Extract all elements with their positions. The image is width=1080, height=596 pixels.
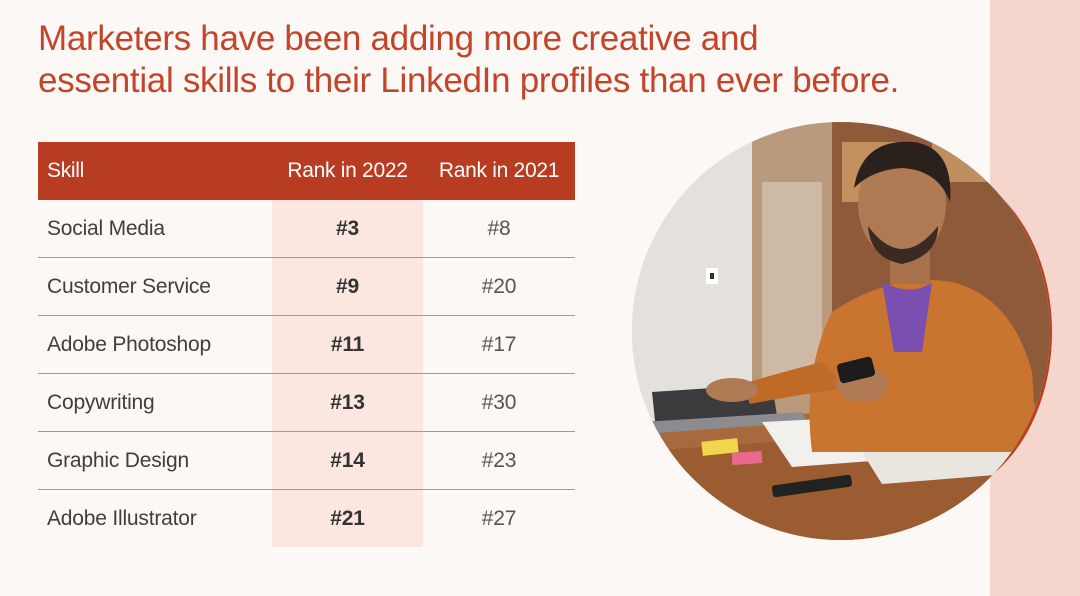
rank-2021: #17 — [423, 315, 575, 374]
skill-name: Customer Service — [38, 257, 272, 316]
table-header-row: Skill Rank in 2022 Rank in 2021 — [38, 142, 575, 200]
headline-line-2: essential skills to their LinkedIn profi… — [38, 61, 900, 100]
table-row: Adobe Illustrator #21 #27 — [38, 489, 575, 547]
skill-name: Graphic Design — [38, 431, 272, 490]
person-photo-illustration — [632, 122, 1050, 540]
rank-2022: #11 — [272, 315, 423, 374]
page-headline: Marketers have been adding more creative… — [38, 18, 938, 102]
header-skill: Skill — [38, 142, 272, 200]
table-row: Customer Service #9 #20 — [38, 257, 575, 316]
header-rank-2021: Rank in 2021 — [423, 142, 575, 200]
skill-name: Adobe Photoshop — [38, 315, 272, 374]
table-row: Social Media #3 #8 — [38, 200, 575, 258]
rank-2021: #8 — [423, 200, 575, 258]
rank-2022: #21 — [272, 489, 423, 547]
rank-2022: #3 — [272, 200, 423, 258]
rank-2022: #13 — [272, 373, 423, 432]
rank-2021: #27 — [481, 506, 517, 530]
skill-name: Social Media — [38, 200, 272, 258]
header-rank-2022: Rank in 2022 — [272, 142, 423, 200]
rank-2021: #30 — [423, 373, 575, 432]
skill-name: Copywriting — [38, 373, 272, 432]
photo-area — [632, 122, 1052, 542]
skills-ranking-table: Skill Rank in 2022 Rank in 2021 Social M… — [38, 142, 575, 547]
table-row: Copywriting #13 #30 — [38, 373, 575, 432]
rank-2022: #14 — [272, 431, 423, 490]
headline-line-1: Marketers have been adding more creative… — [38, 19, 759, 58]
table-row: Graphic Design #14 #23 — [38, 431, 575, 490]
table-row: Adobe Photoshop #11 #17 — [38, 315, 575, 374]
rank-2021: #23 — [423, 431, 575, 490]
rank-2022: #9 — [272, 257, 423, 316]
skill-name: Adobe Illustrator — [47, 506, 197, 530]
person-photo — [632, 122, 1050, 540]
rank-2021: #20 — [423, 257, 575, 316]
